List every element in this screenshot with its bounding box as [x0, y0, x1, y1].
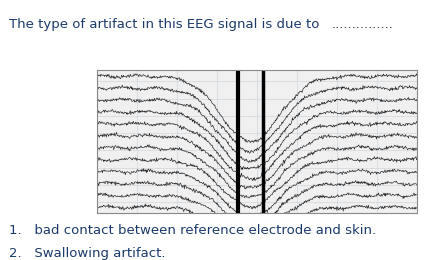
Text: ...............: ...............: [331, 18, 392, 31]
Text: 1.   bad contact between reference electrode and skin.: 1. bad contact between reference electro…: [9, 224, 375, 237]
Text: The type of artifact in this EEG signal is due to: The type of artifact in this EEG signal …: [9, 18, 323, 31]
Text: 2.   Swallowing artifact.: 2. Swallowing artifact.: [9, 247, 165, 260]
